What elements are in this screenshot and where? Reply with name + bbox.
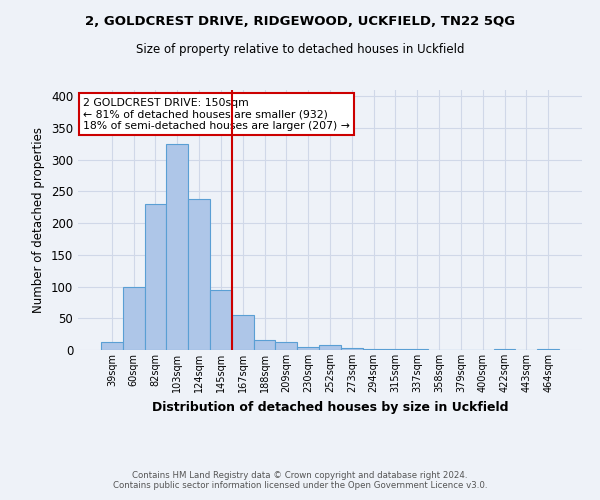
Bar: [494, 348, 515, 350]
Bar: [254, 340, 275, 350]
Text: Contains HM Land Registry data © Crown copyright and database right 2024.
Contai: Contains HM Land Registry data © Crown c…: [113, 470, 487, 490]
Bar: [188, 199, 210, 350]
Y-axis label: Number of detached properties: Number of detached properties: [32, 127, 46, 313]
Text: 2, GOLDCREST DRIVE, RIDGEWOOD, UCKFIELD, TN22 5QG: 2, GOLDCREST DRIVE, RIDGEWOOD, UCKFIELD,…: [85, 15, 515, 28]
Bar: [319, 345, 341, 350]
Bar: [145, 204, 166, 350]
Bar: [275, 342, 297, 350]
Bar: [101, 342, 123, 350]
Bar: [537, 348, 559, 350]
Bar: [123, 286, 145, 350]
Bar: [363, 348, 385, 350]
Text: Size of property relative to detached houses in Uckfield: Size of property relative to detached ho…: [136, 42, 464, 56]
Bar: [341, 348, 363, 350]
Bar: [297, 347, 319, 350]
Bar: [210, 290, 232, 350]
Bar: [166, 144, 188, 350]
Bar: [232, 315, 254, 350]
Text: 2 GOLDCREST DRIVE: 150sqm
← 81% of detached houses are smaller (932)
18% of semi: 2 GOLDCREST DRIVE: 150sqm ← 81% of detac…: [83, 98, 350, 131]
X-axis label: Distribution of detached houses by size in Uckfield: Distribution of detached houses by size …: [152, 400, 508, 413]
